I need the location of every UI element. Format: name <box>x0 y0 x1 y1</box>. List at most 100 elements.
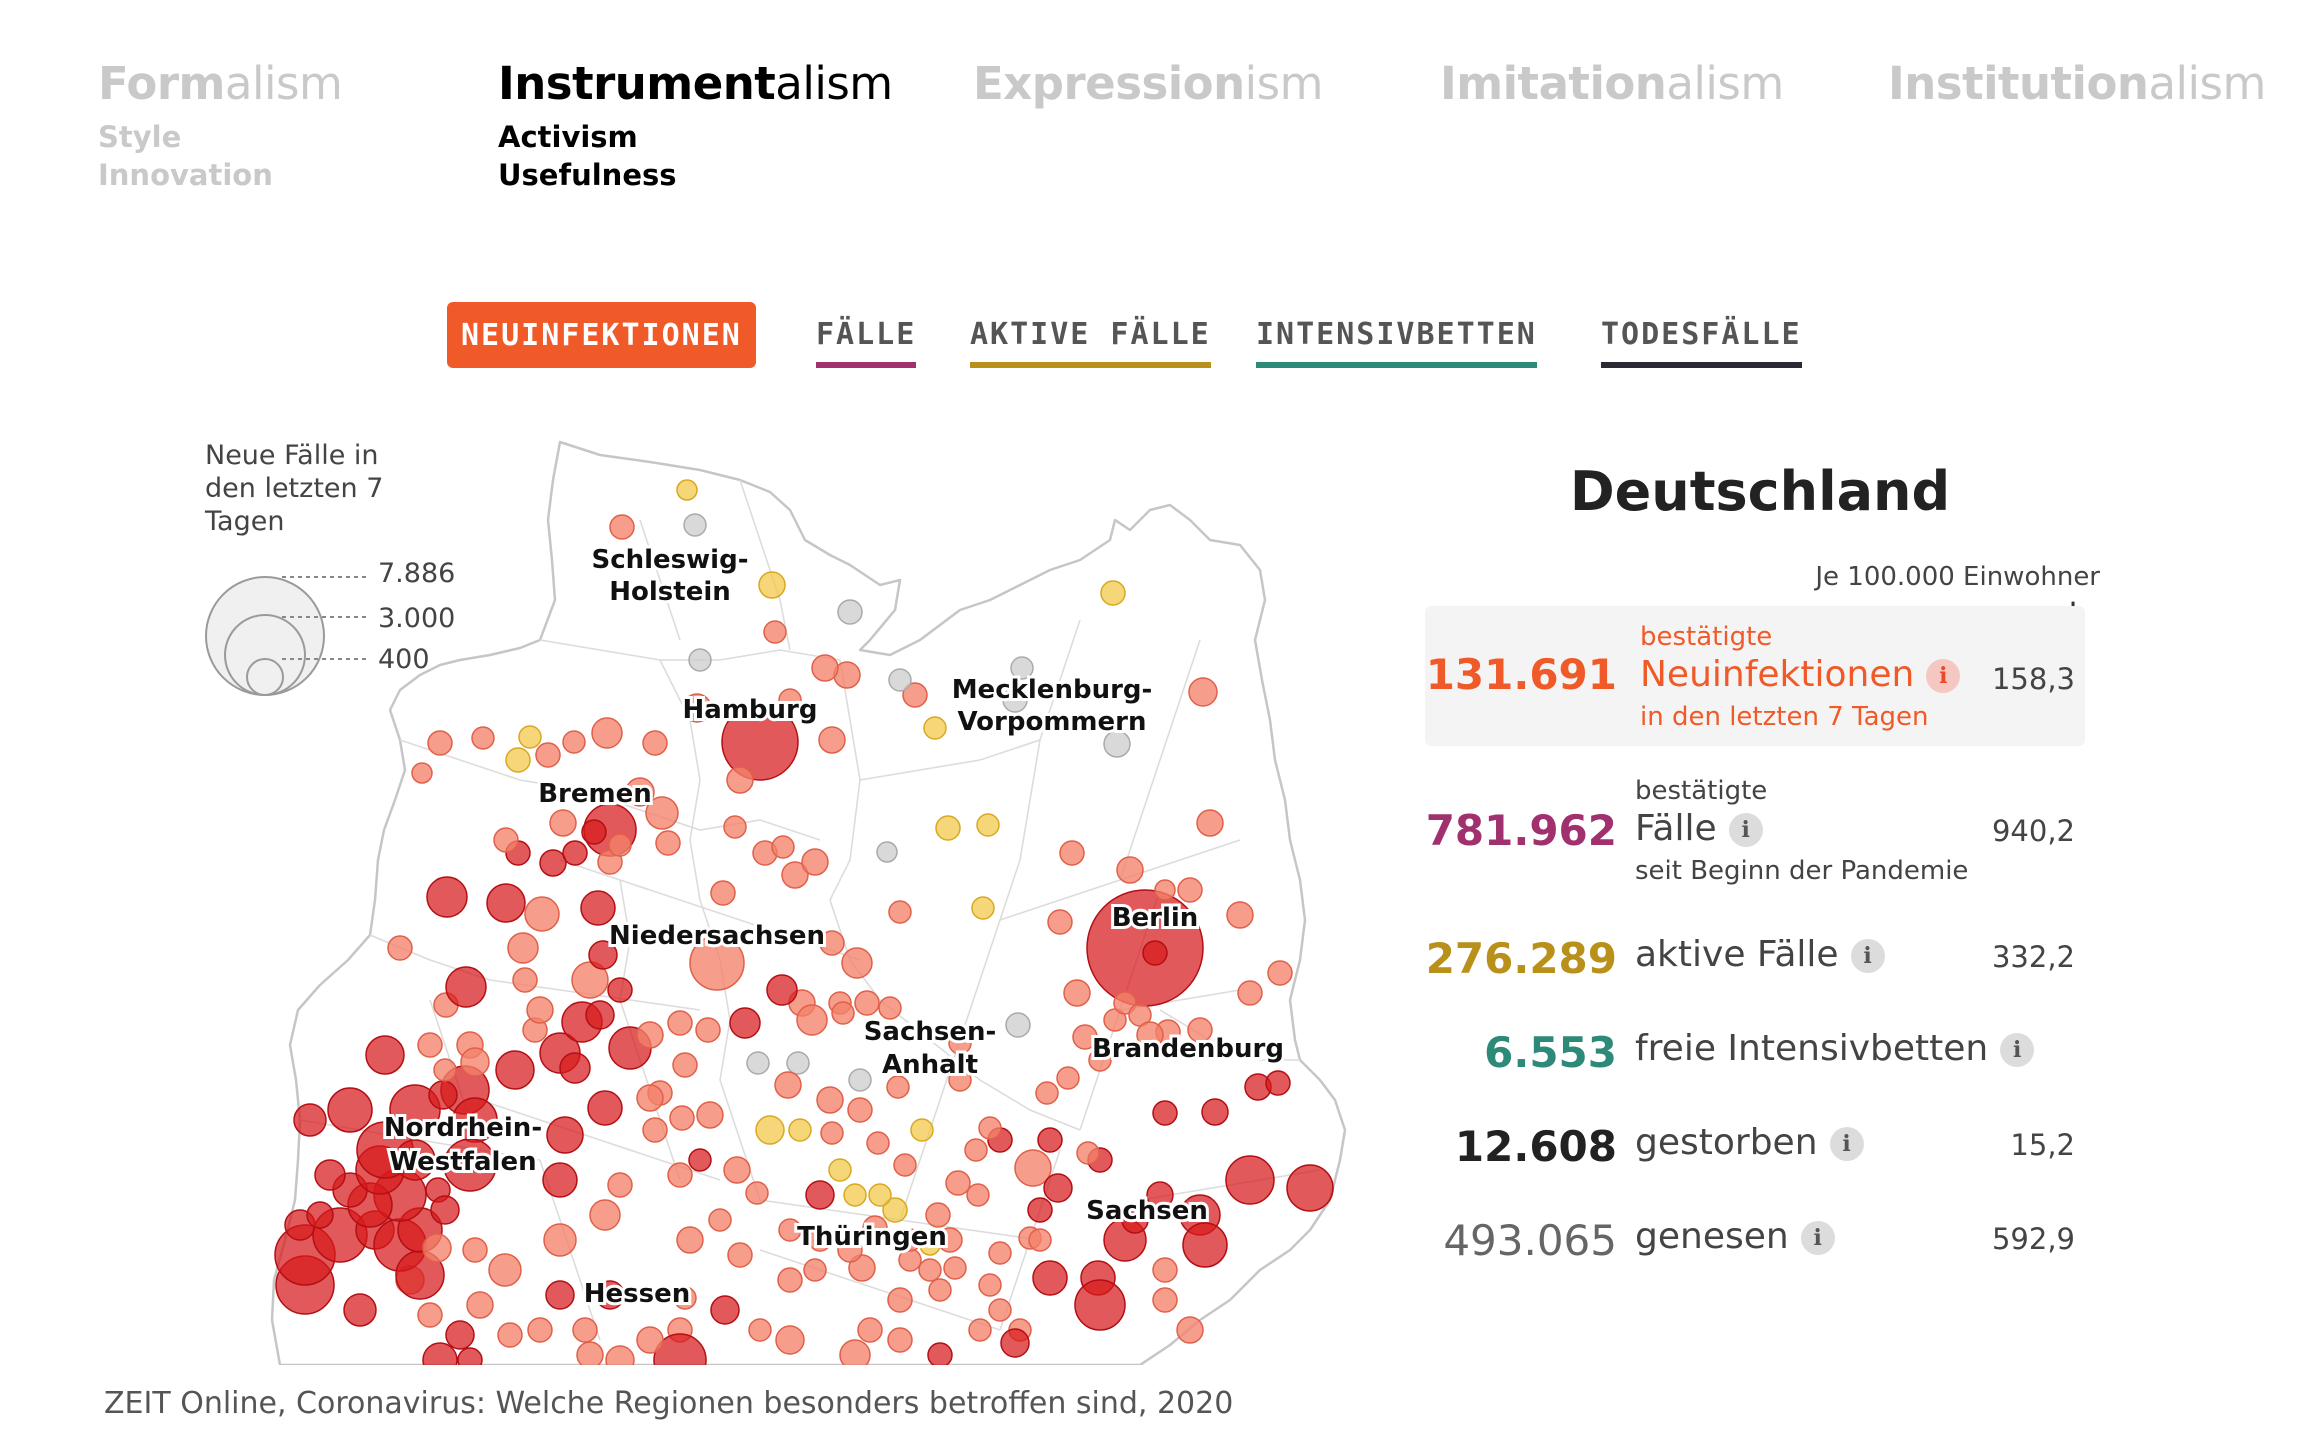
district-bubble[interactable] <box>1074 1279 1126 1331</box>
district-bubble[interactable] <box>748 1318 772 1342</box>
district-bubble[interactable] <box>843 1183 867 1207</box>
district-bubble[interactable] <box>928 1278 952 1302</box>
district-bubble[interactable] <box>562 730 586 754</box>
district-bubble[interactable] <box>394 1139 436 1181</box>
district-bubble[interactable] <box>427 730 453 756</box>
stat-row-aktive-faelle[interactable]: 276.289 aktive Fälle i 332,2 <box>1425 928 2085 988</box>
district-bubble[interactable] <box>1035 1081 1059 1105</box>
district-bubble[interactable] <box>636 1021 664 1049</box>
district-bubble[interactable] <box>672 1052 698 1078</box>
district-bubble[interactable] <box>781 861 809 889</box>
district-bubble[interactable] <box>466 1291 494 1319</box>
district-bubble[interactable] <box>841 947 873 979</box>
district-bubble[interactable] <box>389 1084 441 1136</box>
district-bubble[interactable] <box>774 1071 802 1099</box>
district-bubble[interactable] <box>1076 1141 1100 1165</box>
district-bubble[interactable] <box>796 1004 828 1036</box>
district-bubble[interactable] <box>545 1280 575 1310</box>
district-bubble[interactable] <box>535 742 561 768</box>
district-bubble[interactable] <box>898 1228 922 1252</box>
district-bubble[interactable] <box>976 813 1000 837</box>
district-bubble[interactable] <box>314 1159 346 1191</box>
district-bubble[interactable] <box>727 1242 753 1268</box>
district-bubble[interactable] <box>1037 1127 1063 1153</box>
ism-imitationalism[interactable]: Imitationalism <box>1440 56 1784 112</box>
district-bubble[interactable] <box>1177 877 1203 903</box>
info-icon[interactable]: i <box>1926 659 1961 693</box>
district-bubble[interactable] <box>667 1162 693 1188</box>
district-bubble[interactable] <box>868 1183 892 1207</box>
district-bubble[interactable] <box>898 1248 922 1272</box>
district-bubble[interactable] <box>505 747 531 773</box>
tab-intensivbetten[interactable]: INTENSIVBETTEN <box>1256 302 1537 368</box>
district-bubble[interactable] <box>971 896 995 920</box>
district-bubble[interactable] <box>887 1327 913 1353</box>
info-icon[interactable]: i <box>1728 813 1763 847</box>
district-bubble[interactable] <box>306 1201 334 1229</box>
district-bubble[interactable] <box>763 620 787 644</box>
district-bubble[interactable] <box>964 1138 988 1162</box>
district-bubble[interactable] <box>943 1256 967 1280</box>
district-bubble[interactable] <box>1152 1287 1178 1313</box>
district-bubble[interactable] <box>910 1118 934 1142</box>
district-bubble[interactable] <box>417 1302 443 1328</box>
district-bubble[interactable] <box>636 1326 664 1354</box>
district-bubble[interactable] <box>1014 1149 1052 1187</box>
district-bubble[interactable] <box>766 974 798 1006</box>
district-bubble[interactable] <box>818 726 846 754</box>
district-bubble[interactable] <box>471 726 495 750</box>
district-bubble[interactable] <box>847 1097 873 1123</box>
district-bubble[interactable] <box>968 1318 992 1342</box>
district-bubble[interactable] <box>710 880 736 906</box>
district-bubble[interactable] <box>669 1105 695 1131</box>
district-bubble[interactable] <box>923 716 947 740</box>
district-bubble[interactable] <box>1196 809 1224 837</box>
stat-row-neuinfektionen[interactable]: 131.691 bestätigte Neuinfektionen i in de… <box>1425 606 2085 746</box>
district-bubble[interactable] <box>1267 960 1293 986</box>
district-bubble[interactable] <box>445 966 487 1008</box>
district-bubble[interactable] <box>1154 879 1176 901</box>
district-bubble[interactable] <box>673 1286 697 1310</box>
district-bubble[interactable] <box>486 883 526 923</box>
district-bubble[interactable] <box>543 1223 577 1257</box>
district-bubble[interactable] <box>948 1031 972 1055</box>
district-bubble[interactable] <box>542 1162 578 1198</box>
district-bubble[interactable] <box>1146 1181 1174 1209</box>
district-bubble[interactable] <box>518 725 542 749</box>
district-bubble[interactable] <box>887 1287 913 1313</box>
info-icon[interactable]: i <box>1800 1221 1835 1255</box>
district-bubble[interactable] <box>758 571 786 599</box>
district-bubble[interactable] <box>1056 1066 1080 1090</box>
district-bubble[interactable] <box>888 900 912 924</box>
district-bubble[interactable] <box>745 1181 769 1205</box>
district-bubble[interactable] <box>688 1148 712 1172</box>
district-bubble[interactable] <box>572 1317 598 1343</box>
district-bubble[interactable] <box>417 1032 443 1058</box>
district-bubble[interactable] <box>1142 940 1168 966</box>
district-bubble[interactable] <box>1225 1155 1275 1205</box>
district-bubble[interactable] <box>559 1052 591 1084</box>
district-bubble[interactable] <box>653 1333 707 1365</box>
district-bubble[interactable] <box>778 688 802 712</box>
district-bubble[interactable] <box>837 1237 863 1263</box>
district-bubble[interactable] <box>488 1253 522 1287</box>
district-bubble[interactable] <box>428 1080 458 1110</box>
tab-faelle[interactable]: FÄLLE <box>816 302 917 368</box>
district-bubble[interactable] <box>676 1226 704 1254</box>
district-bubble[interactable] <box>1182 1222 1228 1268</box>
district-bubble[interactable] <box>497 1322 523 1348</box>
district-bubble[interactable] <box>988 1298 1012 1322</box>
district-bubble[interactable] <box>1043 1173 1073 1203</box>
district-bubble[interactable] <box>788 1118 812 1142</box>
district-bubble[interactable] <box>524 896 560 932</box>
tab-todesfaelle[interactable]: TODESFÄLLE <box>1601 302 1802 368</box>
district-bubble[interactable] <box>445 1320 475 1350</box>
district-bubble[interactable] <box>426 876 468 918</box>
district-bubble[interactable] <box>771 835 795 859</box>
district-bubble[interactable] <box>775 1325 805 1355</box>
district-bubble[interactable] <box>293 1103 327 1137</box>
district-bubble[interactable] <box>645 796 679 830</box>
district-bubble[interactable] <box>937 1227 963 1253</box>
district-bubble[interactable] <box>777 1267 803 1293</box>
district-bubble[interactable] <box>805 1180 835 1210</box>
